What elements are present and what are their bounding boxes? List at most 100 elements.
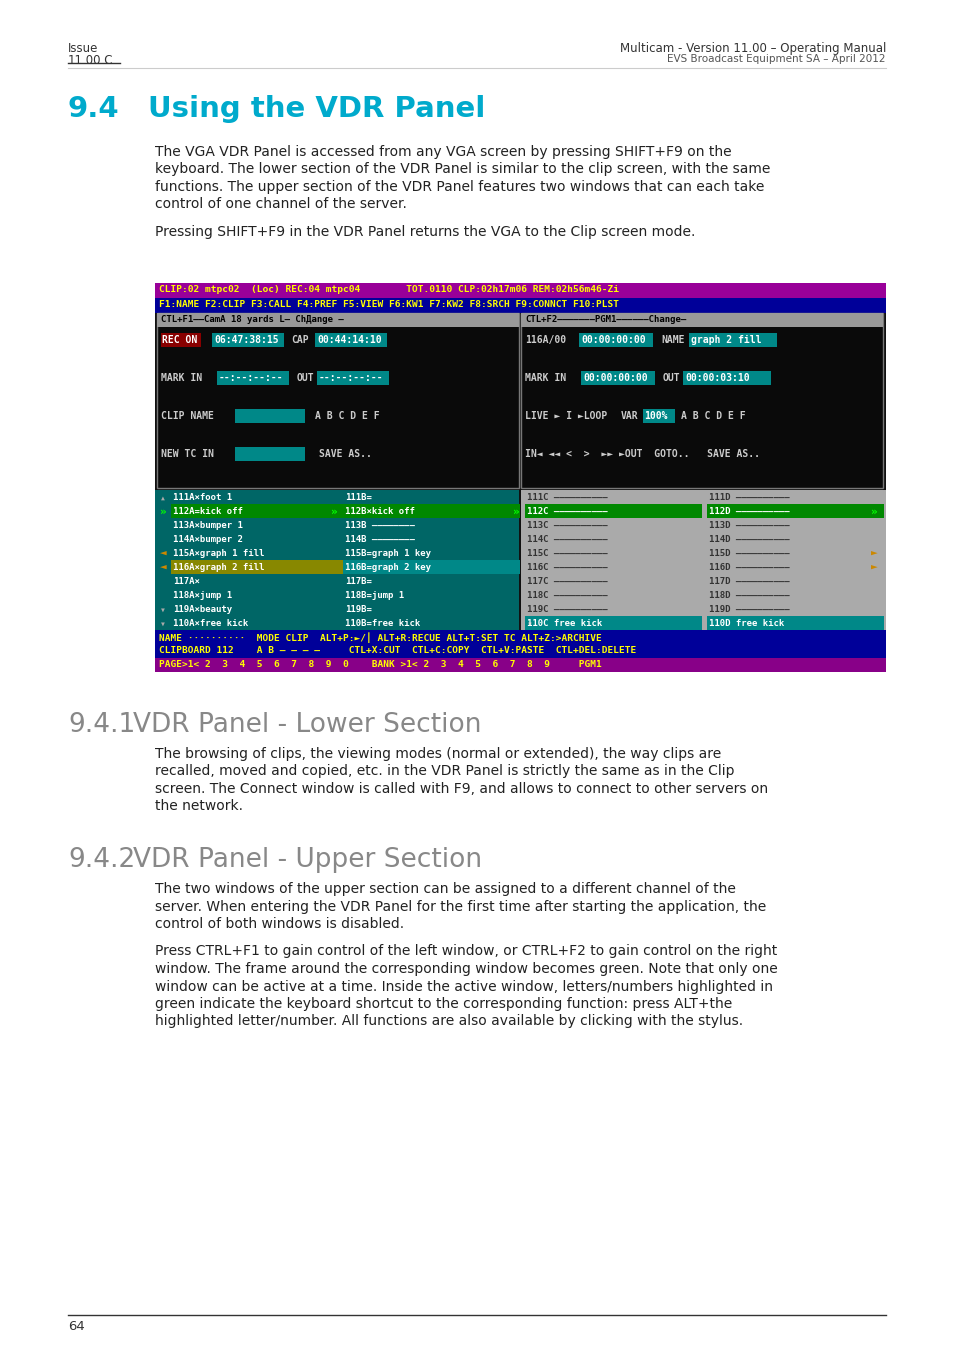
Bar	[343, 505, 519, 518]
Text: LIVE ► I ►LOOP: LIVE ► I ►LOOP	[524, 411, 618, 421]
Text: 116A×graph 2 fill: 116A×graph 2 fill	[172, 563, 264, 572]
Text: 119A×beauty: 119A×beauty	[172, 604, 232, 614]
Text: REC ON: REC ON	[162, 335, 197, 345]
Text: A B C D E F: A B C D E F	[314, 411, 379, 421]
Text: ►: ►	[870, 549, 877, 558]
Text: 112B×kick off: 112B×kick off	[345, 507, 415, 517]
Text: NAME: NAME	[660, 335, 684, 345]
Text: 114D ——————————: 114D ——————————	[708, 536, 789, 544]
Text: green indicate the keyboard shortcut to the corresponding function: press ALT+th: green indicate the keyboard shortcut to …	[154, 997, 732, 1010]
Text: 115C ——————————: 115C ——————————	[526, 549, 607, 558]
Bar	[154, 298, 885, 313]
Text: CLIPBOARD 112    A B — — — —     CTL+X:CUT  CTL+C:COPY  CTL+V:PASTE  CTL+DEL:DEL: CLIPBOARD 112 A B — — — — CTL+X:CUT CTL+…	[159, 646, 636, 656]
Bar	[171, 560, 348, 575]
Text: 114A×bumper 2: 114A×bumper 2	[172, 536, 243, 544]
Text: 117B=: 117B=	[345, 577, 372, 585]
Bar	[706, 616, 883, 630]
Bar	[154, 283, 885, 298]
Text: 116B=graph 2 key: 116B=graph 2 key	[345, 563, 431, 572]
Text: Using the VDR Panel: Using the VDR Panel	[148, 94, 485, 123]
Text: 114C ——————————: 114C ——————————	[526, 536, 607, 544]
Text: VAR: VAR	[620, 411, 638, 421]
Bar	[212, 333, 284, 347]
Text: »: »	[513, 507, 519, 517]
Text: 00:00:00:00: 00:00:00:00	[580, 335, 645, 345]
Bar	[157, 313, 518, 488]
Text: 115A×graph 1 fill: 115A×graph 1 fill	[172, 549, 264, 558]
Text: 00:44:14:10: 00:44:14:10	[316, 335, 381, 345]
Text: 116A/00: 116A/00	[524, 335, 565, 345]
Text: A B C D E F: A B C D E F	[680, 411, 745, 421]
Text: 100%: 100%	[643, 411, 667, 421]
Text: 117A×: 117A×	[172, 577, 200, 585]
Text: »: »	[160, 507, 167, 517]
Bar	[234, 409, 305, 424]
Text: OUT: OUT	[296, 374, 314, 383]
Text: CAP: CAP	[291, 335, 309, 345]
Text: The VGA VDR Panel is accessed from any VGA screen by pressing SHIFT+F9 on the: The VGA VDR Panel is accessed from any V…	[154, 144, 731, 159]
Text: PAGE>1< 2  3  4  5  6  7  8  9  0    BANK >1< 2  3  4  5  6  7  8  9     PGM1: PAGE>1< 2 3 4 5 6 7 8 9 0 BANK >1< 2 3 4…	[159, 660, 601, 669]
Text: 113B ————————: 113B ————————	[345, 521, 415, 530]
Bar	[314, 333, 387, 347]
Text: MARK IN: MARK IN	[161, 374, 202, 383]
Bar	[524, 616, 701, 630]
Text: CTL+F1——CamA 18 yards L— ChДange —: CTL+F1——CamA 18 yards L— ChДange —	[161, 316, 343, 324]
Text: 110B=free kick: 110B=free kick	[345, 619, 420, 629]
Text: 110D free kick: 110D free kick	[708, 619, 783, 629]
Bar	[154, 283, 885, 631]
Text: OUT: OUT	[662, 374, 679, 383]
Text: 113C ——————————: 113C ——————————	[526, 521, 607, 530]
Text: --:--:--:--: --:--:--:--	[219, 374, 283, 383]
Text: 119D ——————————: 119D ——————————	[708, 604, 789, 614]
Text: 111C ——————————: 111C ——————————	[526, 492, 607, 502]
Text: functions. The upper section of the VDR Panel features two windows that can each: functions. The upper section of the VDR …	[154, 179, 763, 194]
Text: CLIP:02 mtpc02  (Loc) REC:04 mtpc04        TOT.0110 CLP:02h17m06 REM:02h56m46-Zi: CLIP:02 mtpc02 (Loc) REC:04 mtpc04 TOT.0…	[159, 285, 618, 294]
Text: 119C ——————————: 119C ——————————	[526, 604, 607, 614]
Text: 115D ——————————: 115D ——————————	[708, 549, 789, 558]
Text: 00:00:00:00: 00:00:00:00	[582, 374, 647, 383]
Text: 9.4: 9.4	[68, 94, 119, 123]
Bar	[154, 630, 885, 643]
Text: EVS Broadcast Equipment SA – April 2012: EVS Broadcast Equipment SA – April 2012	[667, 54, 885, 63]
Text: 06:47:38:15: 06:47:38:15	[213, 335, 278, 345]
Text: 111B=: 111B=	[345, 492, 372, 502]
Text: NAME ··········  MODE CLIP  ALT+P:►/⎮ ALT+R:RECUE ALT+T:SET TC ALT+Z:>ARCHIVE: NAME ·········· MODE CLIP ALT+P:►/⎮ ALT+…	[159, 631, 601, 642]
Text: 112C ——————————: 112C ——————————	[526, 507, 607, 517]
Bar	[154, 658, 885, 672]
Text: Issue: Issue	[68, 42, 98, 55]
Text: server. When entering the VDR Panel for the first time after starting the applic: server. When entering the VDR Panel for …	[154, 900, 765, 913]
Bar	[520, 490, 885, 630]
Bar	[580, 371, 655, 384]
Text: window. The frame around the corresponding window becomes green. Note that only : window. The frame around the correspondi…	[154, 962, 777, 975]
Text: 113A×bumper 1: 113A×bumper 1	[172, 521, 243, 530]
Text: NEW TC IN: NEW TC IN	[161, 449, 213, 459]
Text: 118C ——————————: 118C ——————————	[526, 591, 607, 600]
Bar	[161, 333, 201, 347]
Bar	[682, 371, 770, 384]
Text: SAVE AS..: SAVE AS..	[318, 449, 372, 459]
Text: 115B=graph 1 key: 115B=graph 1 key	[345, 549, 431, 558]
Text: ►: ►	[870, 563, 877, 573]
Bar	[171, 505, 348, 518]
Text: CLIP NAME: CLIP NAME	[161, 411, 213, 421]
Text: Press CTRL+F1 to gain control of the left window, or CTRL+F2 to gain control on : Press CTRL+F1 to gain control of the lef…	[154, 944, 777, 959]
Text: 118D ——————————: 118D ——————————	[708, 591, 789, 600]
Text: recalled, moved and copied, etc. in the VDR Panel is strictly the same as in the: recalled, moved and copied, etc. in the …	[154, 765, 734, 778]
Bar	[520, 313, 882, 326]
Text: control of one channel of the server.: control of one channel of the server.	[154, 197, 406, 212]
Text: graph 2 fill: graph 2 fill	[690, 335, 760, 345]
Bar	[688, 333, 776, 347]
Text: ◄: ◄	[160, 563, 167, 573]
Text: 11.00.C: 11.00.C	[68, 54, 113, 67]
Text: »: »	[331, 507, 337, 517]
Bar	[520, 313, 882, 488]
Bar	[216, 371, 289, 384]
Text: The two windows of the upper section can be assigned to a different channel of t: The two windows of the upper section can…	[154, 882, 735, 896]
Text: ◄: ◄	[160, 549, 167, 558]
Text: control of both windows is disabled.: control of both windows is disabled.	[154, 917, 404, 931]
Text: 118B=jump 1: 118B=jump 1	[345, 591, 404, 600]
Text: ▾: ▾	[526, 604, 533, 615]
Text: ▾: ▾	[160, 604, 166, 615]
Bar	[157, 313, 518, 326]
Text: IN◄ ◄◄ <  >  ►► ►OUT  GOTO..   SAVE AS..: IN◄ ◄◄ < > ►► ►OUT GOTO.. SAVE AS..	[524, 449, 760, 459]
